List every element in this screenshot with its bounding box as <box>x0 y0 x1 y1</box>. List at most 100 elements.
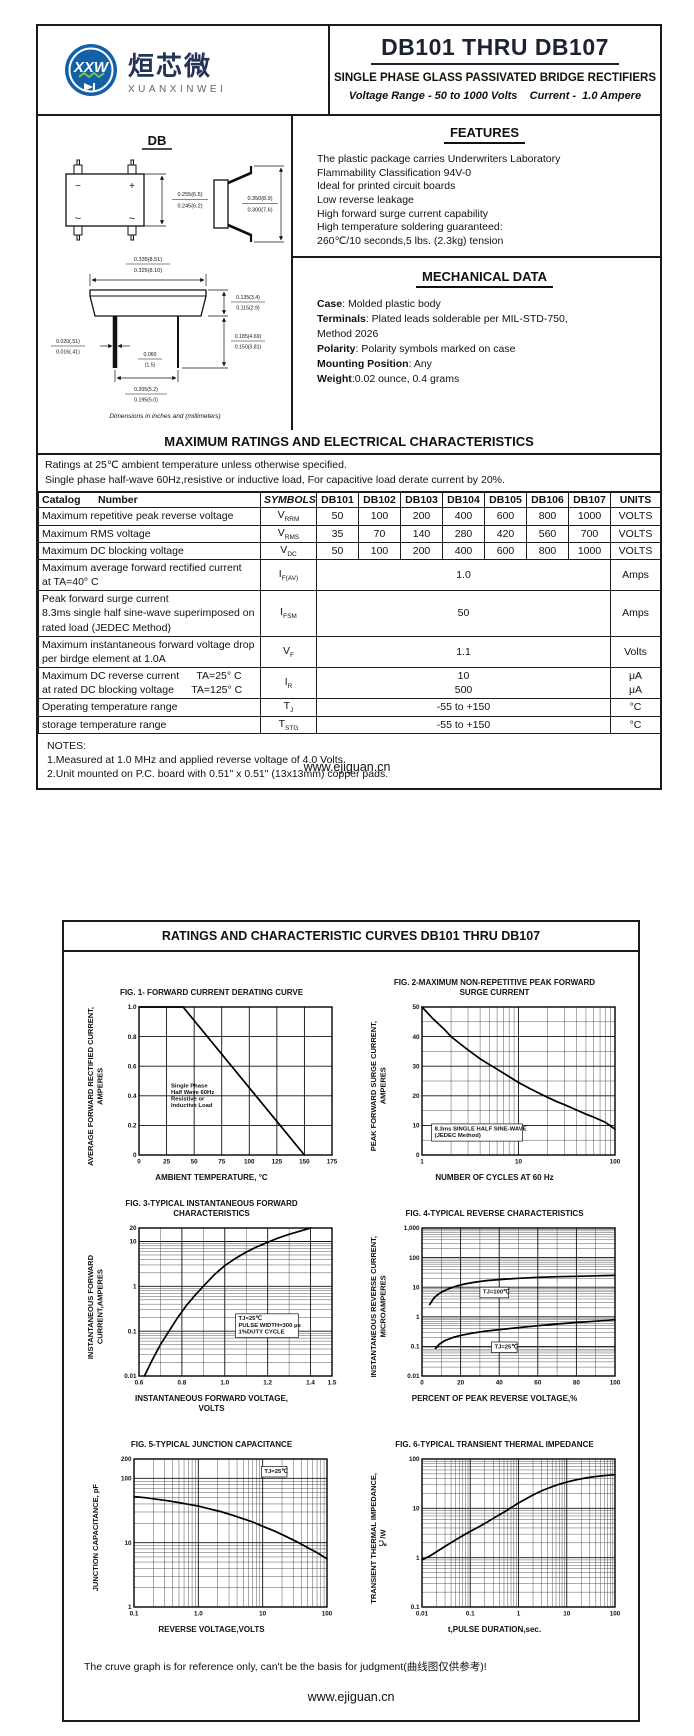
spec-symbol: VRMS <box>260 524 317 543</box>
note-line: 2.Unit mounted on P.C. board with 0.51" … <box>47 768 389 781</box>
spec-parameter: Maximum average forward rectified curren… <box>38 558 261 592</box>
spec-value: 400 <box>442 541 485 560</box>
figure-5-plot: 0.1 1.0 10 100 1 10 100 200 TJ=25℃ <box>121 1456 332 1618</box>
header: XXW 烜芯微 XUANXINWEI DB101 THRU DB107 SING… <box>38 26 660 116</box>
figure-4-plot: 0 20 40 60 80 100 0.01 0.1 1 10 100 1,000 TJ=100℃ TJ=… <box>404 1225 620 1387</box>
package-outline-drawing-icon: DB − + ~ ~ 0.255(6.5) <box>51 133 284 420</box>
mechanical-item: Mounting Position: Any <box>317 357 432 370</box>
svg-text:1.0: 1.0 <box>128 1004 137 1011</box>
svg-text:(1.5): (1.5) <box>145 363 156 369</box>
figure-3-title: FIG. 3-TYPICAL INSTANTANEOUS FORWARD CHA… <box>125 1199 298 1218</box>
features-title: FEATURES <box>443 125 526 144</box>
figure-1-ylabel: AVERAGE FORWARD RECTIFIED CURRENT, AMPER… <box>86 1006 105 1166</box>
feature-item: The plastic package carries Underwriters… <box>317 153 561 165</box>
spec-row: Maximum repetitive peak reverse voltage V… <box>38 507 661 526</box>
spec-parameter: Maximum repetitive peak reverse voltage <box>38 507 261 526</box>
svg-text:0.01: 0.01 <box>124 1373 137 1380</box>
ratings-conditions: Ratings at 25℃ ambient temperature unles… <box>38 455 660 491</box>
figure-2: FIG. 2-MAXIMUM NON-REPETITIVE PEAK FORWA… <box>353 976 636 1183</box>
spec-value: 560 <box>526 524 569 543</box>
doc-subtitle: SINGLE PHASE GLASS PASSIVATED BRIDGE REC… <box>333 72 657 84</box>
spec-value: 200 <box>400 507 443 526</box>
svg-text:0.135(3.4): 0.135(3.4) <box>236 295 260 301</box>
spec-value: -55 to +150 <box>316 698 611 717</box>
spec-value: 800 <box>526 507 569 526</box>
spec-row: Operating temperature range TJ -55 to +150… <box>38 698 661 717</box>
ratings-table: Catalog Number SYMBOLS DB101 DB102 DB103 DB10… <box>38 491 661 734</box>
curves-page-title: RATINGS AND CHARACTERISTIC CURVES DB101 … <box>64 922 638 952</box>
figure-4: FIG. 4-TYPICAL REVERSE CHARACTERISTICS I… <box>353 1197 636 1414</box>
column-header: DB104 <box>442 491 485 509</box>
svg-text:0: 0 <box>133 1152 137 1159</box>
figure-5: FIG. 5-TYPICAL JUNCTION CAPACITANCE JUNC… <box>70 1428 353 1635</box>
svg-text:PULSE WIDTH=300 μs: PULSE WIDTH=300 μs <box>238 1323 301 1329</box>
svg-text:0.8: 0.8 <box>128 1034 137 1041</box>
title-zone: DB101 THRU DB107 SINGLE PHASE GLASS PASS… <box>328 26 660 114</box>
mechanical-data-section: MECHANICAL DATA Case: Molded plastic bod… <box>293 258 660 430</box>
spec-symbol: VRRM <box>260 507 317 526</box>
spec-unit: VOLTS <box>610 524 661 543</box>
svg-text:0.185(4.69): 0.185(4.69) <box>235 334 262 340</box>
svg-text:100: 100 <box>610 1159 620 1166</box>
spec-value: 1.0 <box>316 558 611 592</box>
svg-text:0.1: 0.1 <box>411 1604 420 1611</box>
column-header-catalog: Catalog Number <box>38 491 261 509</box>
spec-symbol: IR <box>260 667 317 700</box>
figure-1-xlabel: AMBIENT TEMPERATURE, °C <box>155 1173 268 1182</box>
svg-text:1: 1 <box>416 1555 420 1562</box>
svg-text:0: 0 <box>420 1380 424 1387</box>
svg-text:10: 10 <box>412 1506 420 1513</box>
spec-parameter: Maximum RMS voltage <box>38 524 261 543</box>
svg-text:100: 100 <box>121 1476 132 1483</box>
spec-value: 1000 <box>568 507 611 526</box>
svg-text:25: 25 <box>163 1159 171 1166</box>
svg-text:~: ~ <box>129 213 135 225</box>
figure-6-xlabel: t,PULSE DURATION,sec. <box>447 1625 542 1634</box>
svg-text:10: 10 <box>259 1611 267 1618</box>
svg-text:100: 100 <box>610 1380 620 1387</box>
spec-value: 100 <box>358 507 401 526</box>
figure-3-plot: 0.6 0.8 1.0 1.2 1.4 1.5 0.01 0.1 1 10 20 TJ=25℃PULS… <box>124 1225 337 1387</box>
spec-value: 1.1 <box>316 635 611 669</box>
spec-parameter: Maximum DC blocking voltage <box>38 541 261 560</box>
svg-text:10: 10 <box>412 1284 420 1291</box>
spec-row: Peak forward surge current 8.3ms single … <box>38 590 661 637</box>
spec-value: -55 to +150 <box>316 715 611 734</box>
note-line: 1.Measured at 1.0 MHz and applied revers… <box>47 753 346 766</box>
ratings-table-header-row: Catalog Number SYMBOLS DB101 DB102 DB103 DB10… <box>38 491 661 509</box>
svg-text:80: 80 <box>573 1380 581 1387</box>
mechanical-data-list: Case: Molded plastic body Terminals: Plat… <box>317 297 652 386</box>
package-drawing: DB − + ~ ~ 0.255(6.5) <box>38 116 293 430</box>
svg-text:100: 100 <box>610 1611 620 1618</box>
svg-text:TJ=25℃: TJ=25℃ <box>238 1315 262 1322</box>
svg-text:50: 50 <box>191 1159 199 1166</box>
svg-text:0.8: 0.8 <box>177 1380 186 1387</box>
company-logo-icon: XXW <box>65 44 117 96</box>
spec-unit: VOLTS <box>610 541 661 560</box>
figure-4-ylabel: INSTANTANEOUS REVERSE CURRENT, MICROAMPE… <box>369 1236 388 1378</box>
svg-text:Inductive Load: Inductive Load <box>171 1103 213 1109</box>
svg-text:1: 1 <box>416 1314 420 1321</box>
svg-text:20: 20 <box>412 1093 420 1100</box>
spec-value: 70 <box>358 524 401 543</box>
svg-text:1%DUTY CYCLE: 1%DUTY CYCLE <box>238 1329 284 1335</box>
svg-text:DB: DB <box>148 133 167 148</box>
part-number-title: DB101 THRU DB107 <box>371 34 619 65</box>
svg-text:0.1: 0.1 <box>130 1611 139 1618</box>
svg-text:0.1: 0.1 <box>411 1344 420 1351</box>
spec-row: Maximum DC reverse current TA=25° C at r… <box>38 667 661 700</box>
column-header: DB107 <box>568 491 611 509</box>
column-header: DB106 <box>526 491 569 509</box>
website-link[interactable]: www.ejiguan.cn <box>307 1690 395 1704</box>
svg-text:0.01: 0.01 <box>416 1611 429 1618</box>
svg-text:0.060: 0.060 <box>144 352 157 358</box>
svg-text:0.4: 0.4 <box>128 1093 137 1100</box>
svg-text:0.245(6.2): 0.245(6.2) <box>177 204 202 210</box>
website-link[interactable]: www.ejiguan.cn <box>303 760 391 774</box>
figure-6-ylabel: TRANSIENT THERMAL IMPEDANCE, ℃/W <box>369 1472 388 1604</box>
spec-symbol: TSTG <box>260 715 317 734</box>
figure-1-plot: 0 25 50 75 100 125 150 175 0 0.2 0.4 0.6 0.8 1.0 Singl… <box>128 1004 337 1166</box>
dimensions-caption: Dimensions in inches and (millimeters) <box>109 413 220 420</box>
svg-text:0.1: 0.1 <box>466 1611 475 1618</box>
svg-text:40: 40 <box>412 1034 420 1041</box>
